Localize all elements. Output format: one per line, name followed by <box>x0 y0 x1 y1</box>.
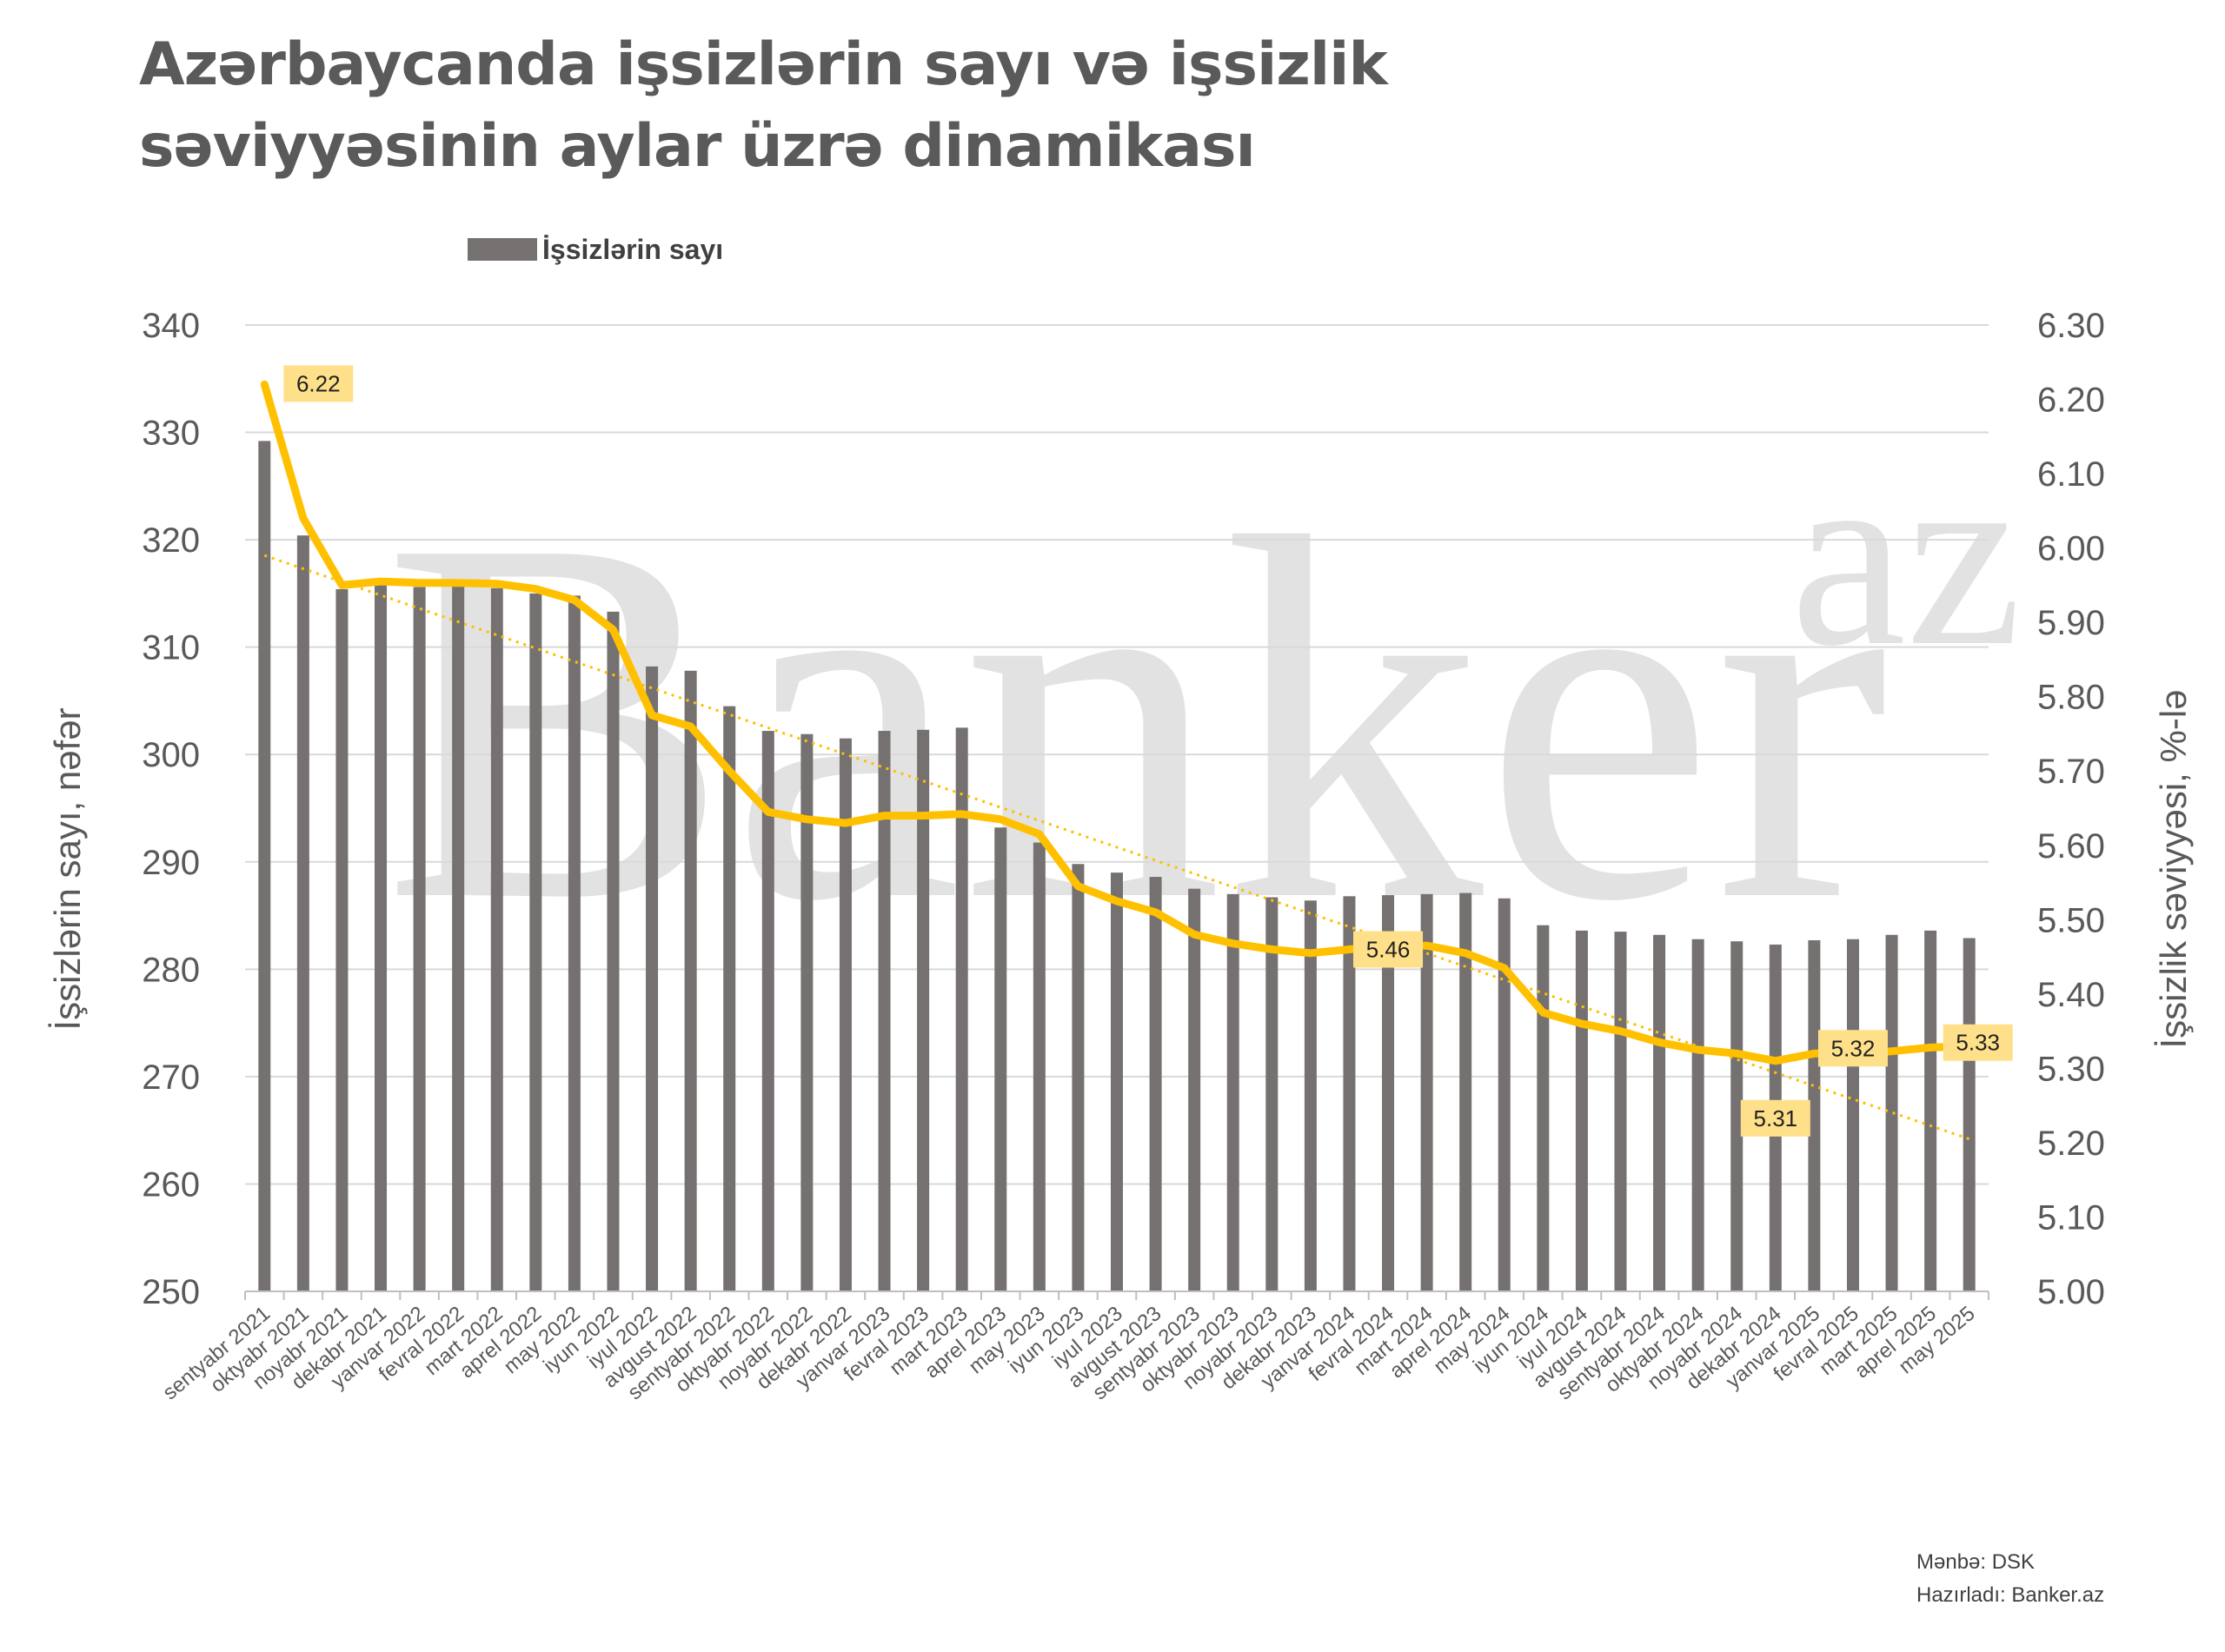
bar <box>1188 888 1201 1291</box>
bar <box>375 585 388 1291</box>
bar <box>878 731 891 1291</box>
y-tick-label: 280 <box>142 951 200 989</box>
y2-tick-label: 5.50 <box>2037 901 2105 939</box>
data-labels: 6.22 5.46 5.31 5.32 5.33 <box>283 365 2013 1137</box>
bar-series <box>258 441 1976 1291</box>
y2-tick-label: 6.00 <box>2037 530 2105 568</box>
data-label-box <box>283 365 354 402</box>
bar <box>1808 939 1821 1291</box>
y-tick-label: 330 <box>142 415 200 453</box>
data-label-box <box>1943 1024 2013 1061</box>
watermark-main: Banker <box>382 430 1889 1008</box>
y-tick-label: 270 <box>142 1058 200 1097</box>
bar <box>1265 897 1279 1291</box>
bar <box>529 593 542 1291</box>
data-label-box <box>1817 1030 1888 1067</box>
y2-tick-label: 5.10 <box>2037 1198 2105 1237</box>
y2-tick-label: 6.10 <box>2037 455 2105 494</box>
chart-title-line-1: Azərbaycanda işsizlərin sayı və işsizlik <box>139 30 1388 99</box>
legend: İşsizlərin sayı <box>468 234 723 265</box>
bar <box>1730 941 1743 1291</box>
bar <box>1575 930 1588 1291</box>
bar <box>1226 893 1239 1291</box>
bar <box>839 738 852 1291</box>
y2-tick-label: 5.90 <box>2037 604 2105 642</box>
y2-tick-label: 5.60 <box>2037 827 2105 866</box>
y-tick-label: 310 <box>142 629 200 667</box>
y-tick-label: 300 <box>142 736 200 774</box>
bar <box>1846 939 1859 1291</box>
y-tick-label: 260 <box>142 1165 200 1204</box>
bar <box>1149 877 1162 1291</box>
y-tick-label: 320 <box>142 521 200 560</box>
bar <box>1963 938 1976 1291</box>
bar <box>1072 864 1085 1291</box>
data-label: 5.31 <box>1754 1105 1798 1131</box>
bar <box>761 731 774 1291</box>
y2-tick-label: 5.80 <box>2037 679 2105 717</box>
y-tick-label: 250 <box>142 1273 200 1311</box>
bar <box>490 587 503 1291</box>
bar <box>723 706 736 1291</box>
bar <box>1924 930 1937 1291</box>
source-note: Mənbə: DSK <box>1916 1550 2036 1574</box>
bar <box>1111 872 1123 1291</box>
bar <box>1343 896 1356 1291</box>
bar <box>258 441 271 1291</box>
bar <box>1420 893 1433 1291</box>
data-label: 5.46 <box>1366 937 1411 963</box>
bar <box>1033 842 1046 1291</box>
y2-tick-label: 6.30 <box>2037 307 2105 345</box>
bar <box>1614 932 1627 1291</box>
axes: 250 260 270 280 290 300 310 320 330 340 5.00 5.10 5.… <box>142 307 2105 1404</box>
chart-title-line-2: səviyyəsinin aylar üzrə dinamikası <box>139 112 1256 181</box>
legend-label: İşsizlərin sayı <box>542 234 723 265</box>
bar <box>955 727 968 1291</box>
data-label: 5.33 <box>1956 1030 2000 1056</box>
y2-tick-label: 5.70 <box>2037 753 2105 791</box>
y-tick-label: 290 <box>142 844 200 882</box>
bar <box>1498 898 1511 1291</box>
watermark: Banker az <box>382 411 2022 1008</box>
trendline-series <box>263 554 1970 1141</box>
bar <box>800 733 814 1291</box>
trendline <box>263 554 1970 1141</box>
y2-tick-label: 6.20 <box>2037 381 2105 420</box>
data-label: 5.32 <box>1831 1035 1876 1061</box>
bar <box>994 827 1007 1291</box>
bar <box>1382 895 1395 1291</box>
bar <box>1459 892 1472 1291</box>
bar <box>917 729 930 1291</box>
bar <box>1537 925 1550 1291</box>
data-label-box <box>1740 1099 1810 1137</box>
y2-tick-label: 5.00 <box>2037 1273 2105 1311</box>
data-label-box <box>1353 931 1424 968</box>
data-label: 6.22 <box>296 370 341 396</box>
chart-title: Azərbaycanda işsizlərin sayı və işsizlik… <box>139 24 2138 188</box>
y2-tick-label: 5.20 <box>2037 1125 2105 1163</box>
bar <box>452 586 465 1291</box>
bar <box>1691 939 1704 1291</box>
bar <box>568 595 581 1291</box>
y2-axis-title: İşsizlik səviyyəsi, %-lə <box>2153 689 2194 1048</box>
bar <box>335 588 349 1291</box>
y-axis-title: İşsizlərin sayı, nəfər <box>47 707 88 1030</box>
rate-line <box>260 380 1974 1065</box>
bar <box>607 611 620 1291</box>
bar <box>413 587 426 1291</box>
legend-swatch <box>468 238 537 261</box>
bar <box>1304 900 1317 1291</box>
bar <box>1653 934 1666 1291</box>
watermark-suffix: az <box>1790 411 2022 700</box>
y2-tick-label: 5.30 <box>2037 1050 2105 1088</box>
bar <box>296 535 309 1291</box>
bar <box>684 670 697 1291</box>
y2-tick-label: 5.40 <box>2037 976 2105 1014</box>
bar <box>646 666 659 1291</box>
prepared-by-note: Hazırladı: Banker.az <box>1916 1583 2105 1607</box>
line-series <box>260 380 1974 1065</box>
y-tick-label: 340 <box>142 307 200 345</box>
bar <box>1885 934 1898 1291</box>
